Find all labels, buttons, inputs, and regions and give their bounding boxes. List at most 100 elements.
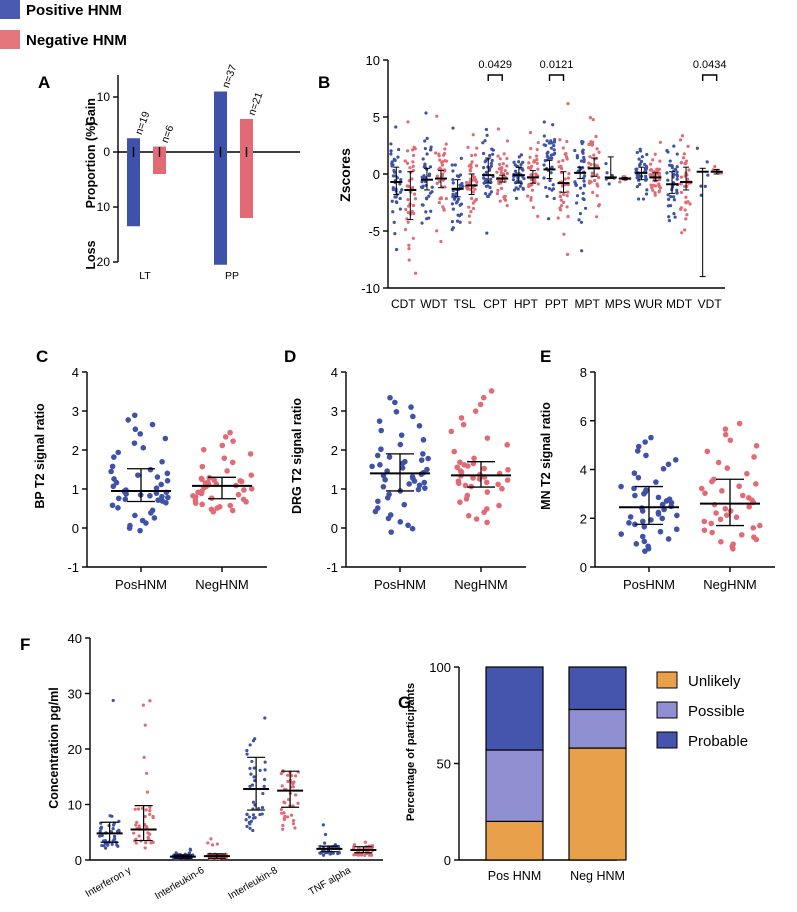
panel-b-point	[527, 184, 531, 189]
panel-b-point	[651, 188, 655, 192]
panel-d-point	[418, 457, 425, 463]
panel-f-point	[250, 759, 254, 764]
panel-b-point	[413, 197, 418, 201]
panel-f-point	[148, 832, 152, 836]
panel-e-point	[698, 485, 705, 492]
panel-e-point	[701, 518, 708, 525]
panel-b-point	[684, 161, 688, 165]
panel-d-point	[454, 464, 461, 471]
panel-f-point	[251, 816, 256, 820]
panel-b-point	[527, 161, 531, 165]
panel-b-point	[444, 196, 448, 201]
panel-f-point	[111, 826, 115, 831]
panel-b-category-label: TSL	[454, 297, 476, 311]
panel-d-ytick-label: 0	[331, 521, 338, 536]
panel-b-point	[529, 198, 533, 202]
panel-d-point	[457, 468, 464, 474]
panel-b-point	[542, 143, 546, 147]
panel-b-point	[489, 161, 494, 166]
panel-b-point	[575, 153, 579, 158]
panel-b-point	[582, 183, 587, 187]
panel-b-point	[425, 152, 429, 156]
panel-b-point	[536, 214, 540, 218]
panel-c-point	[147, 492, 153, 499]
panel-a: A Gain Proportion (%) Loss 10 0 10 20 n=19 n=…	[38, 63, 300, 282]
panel-b-point	[393, 158, 397, 162]
panel-f-point	[286, 779, 290, 784]
panel-c-point	[110, 483, 117, 490]
panel-b-point	[560, 204, 564, 208]
panel-b-point	[489, 177, 493, 181]
panel-b-point	[658, 140, 662, 144]
panel-e-point	[674, 512, 680, 519]
panel-b-point	[653, 152, 657, 156]
panel-f-point	[145, 790, 150, 794]
panel-c-point	[247, 451, 254, 457]
panel-b-point	[547, 141, 551, 145]
panel-e-point	[746, 503, 752, 510]
panel-b-point	[576, 169, 581, 173]
panel-b-point	[558, 208, 563, 212]
panel-b-point	[578, 211, 583, 216]
panel-e-point	[702, 490, 708, 496]
panel-b-point	[666, 150, 670, 154]
panel-f-point	[145, 771, 149, 775]
panel-d-point	[483, 479, 490, 486]
panel-b-point	[481, 151, 486, 156]
panel-a-bar-loss	[153, 152, 166, 174]
panel-b-point	[644, 178, 648, 182]
panel-b-point	[425, 136, 429, 140]
panel-b-point	[655, 167, 659, 171]
panel-e-point	[643, 487, 649, 493]
panel-f-point	[245, 812, 249, 817]
panel-e-point	[618, 483, 624, 490]
panel-b-point	[597, 176, 601, 180]
panel-b-point	[398, 169, 402, 174]
panel-d-point	[465, 512, 472, 519]
panel-b-point	[505, 203, 509, 208]
panel-b-point	[518, 184, 522, 188]
panel-b-point	[582, 159, 586, 164]
panel-c-point	[111, 476, 117, 482]
panel-b-point	[422, 165, 426, 169]
panel-b-point	[679, 182, 683, 186]
panel-f-point	[215, 842, 220, 846]
panel-c-point	[137, 527, 143, 534]
panel-b-point	[503, 197, 507, 201]
panel-a-bar-gain	[127, 138, 140, 152]
panel-b-point	[499, 186, 504, 190]
panel-b-point	[407, 247, 411, 251]
panel-e-point	[641, 523, 648, 530]
panel-b-point	[505, 171, 509, 176]
panel-b-point	[595, 164, 599, 168]
panel-d-point	[410, 413, 416, 420]
panel-c-point	[221, 455, 228, 461]
panel-a-ytick-label: 20	[97, 255, 111, 269]
panel-b-point	[389, 142, 393, 146]
panel-f-point	[104, 846, 108, 850]
panel-b-point	[437, 200, 441, 205]
panel-b-point	[392, 220, 396, 224]
panel-e-point	[659, 515, 666, 522]
panel-b-point	[668, 163, 672, 167]
panel-b-point	[389, 152, 393, 156]
panel-b-point	[473, 187, 477, 191]
panel-d-point	[386, 454, 393, 460]
panel-b-point	[542, 120, 546, 124]
panel-b-point	[485, 133, 489, 137]
panel-b-point	[699, 184, 703, 188]
panel-b-point	[468, 220, 472, 225]
panel-f-point	[281, 823, 285, 828]
panel-f-point	[248, 784, 252, 788]
panel-b-point	[666, 197, 671, 202]
panel-d-point	[484, 489, 491, 495]
panel-f-point	[102, 844, 106, 848]
panel-e-category-label: PosHNM	[623, 577, 675, 592]
panel-e-ytick-label: 8	[580, 365, 587, 380]
panel-f-point	[247, 820, 251, 825]
panel-e-point	[736, 420, 743, 427]
panel-f-point	[279, 771, 283, 776]
panel-f-point	[133, 807, 137, 811]
panel-b-point	[390, 160, 394, 164]
panel-b-point	[395, 247, 399, 252]
